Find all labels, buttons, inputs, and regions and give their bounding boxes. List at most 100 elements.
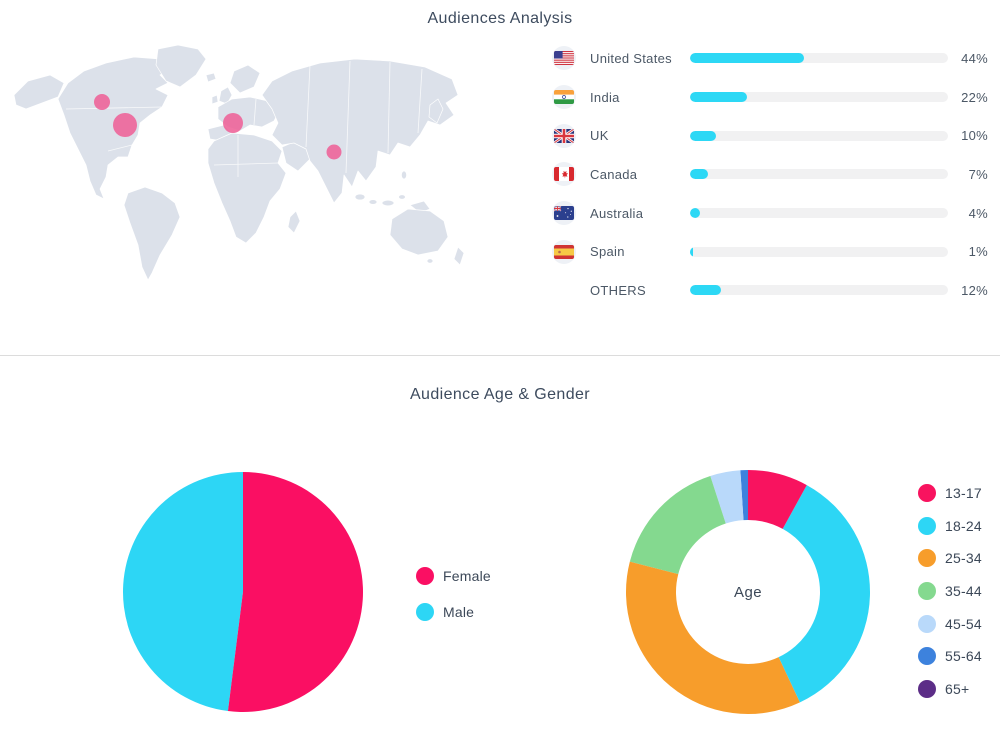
country-percent: 22% [961,89,988,105]
country-row-others: OTHERS 12% [540,271,990,310]
legend-label: 18-24 [945,517,982,534]
legend-label: 35-44 [945,583,982,600]
age-gender-title: Audience Age & Gender [409,386,591,403]
gender-legend: Female Male [416,558,491,630]
age-donut-center-label: Age [734,584,762,601]
country-row-spain: Spain 1% [540,232,990,271]
age-legend-item-35-44[interactable]: 35-44 [918,575,982,608]
country-name: India [590,89,620,105]
country-bar-track [690,53,948,64]
country-percent: 10% [961,128,988,144]
country-bar-fill [690,130,716,141]
age-donut-segment-55-64 [740,470,748,521]
country-bar-track [690,285,948,296]
gender-legend-item-female[interactable]: Female [416,558,491,594]
world-map [13,45,465,281]
country-row-uk: UK 10% [540,116,990,155]
legend-label: Male [443,604,475,620]
legend-label: 25-34 [945,550,982,567]
gender-legend-item-male[interactable]: Male [416,594,491,630]
age-legend-item-25-34[interactable]: 25-34 [918,542,982,575]
flag-in-icon [552,85,576,110]
flag-india-icon [554,90,574,105]
gender-pie-segment-female [227,472,363,712]
age-donut-segment-18-24 [778,485,870,703]
country-bar-fill [690,169,709,180]
country-bar-fill [690,246,693,257]
age-donut-segment-35-44 [629,475,726,575]
age-legend-item-55-64[interactable]: 55-64 [918,640,982,673]
age-legend: 13-17 18-24 25-34 35-44 45-54 55-64 65+ [918,477,982,705]
country-name: Canada [590,166,638,182]
legend-color-dot [918,647,936,666]
country-name: OTHERS [590,282,646,298]
flag-es-icon [552,239,576,264]
country-bar-track [690,92,948,103]
legend-label: 45-54 [945,615,982,632]
age-legend-item-65[interactable]: 65+ [918,673,982,706]
audiences-analysis-section: Audiences Analysis [0,0,1000,356]
legend-label: 55-64 [945,648,982,665]
age-legend-item-13-17[interactable]: 13-17 [918,477,982,510]
gender-pie-chart [123,472,363,712]
map-bubble-western-europe [223,113,243,133]
legend-color-dot [918,614,936,633]
country-row-canada: Canada 7% [540,155,990,194]
country-percent: 1% [968,244,988,260]
country-bar-track [690,208,948,219]
country-percent: 4% [968,205,988,221]
country-bar-track [690,246,948,257]
country-percent: 12% [961,282,988,298]
age-donut-chart: Age [626,470,870,714]
country-bar-track [690,169,948,180]
country-name: Australia [590,205,644,221]
audience-location-bubbles [94,94,342,160]
country-bar-fill [690,53,804,64]
flag-australia-icon [554,206,574,221]
age-donut-segment-45-54 [710,470,744,524]
flag-us-icon [552,46,576,71]
legend-label: 13-17 [945,485,982,502]
flag-canada-icon [554,167,574,182]
legend-label: 65+ [945,680,970,697]
map-bubble-india [326,144,342,160]
country-row-united-states: United States 44% [540,39,990,78]
age-gender-section: Audience Age & Gender Female Male Age 13… [0,356,1000,733]
flag-uk-icon [552,123,576,148]
legend-color-dot [918,582,936,601]
audiences-analysis-title: Audiences Analysis [427,10,573,27]
country-bar-fill [690,285,721,296]
flag-ca-icon [552,162,576,187]
age-legend-item-18-24[interactable]: 18-24 [918,510,982,543]
legend-color-dot [918,549,936,568]
country-bar-fill [690,208,701,219]
country-row-australia: Australia 4% [540,194,990,233]
legend-color-dot [918,679,936,698]
world-map-borders [65,60,423,177]
flag-us-icon [554,51,574,66]
country-bar-track [690,130,948,141]
map-bubble-united-states [113,113,137,137]
flag-uk-icon [554,128,574,143]
map-bubble-canada [94,94,110,110]
legend-label: Female [443,568,491,584]
country-row-india: India 22% [540,78,990,117]
flag-spain-icon [554,244,574,259]
country-percent: 44% [961,50,988,66]
world-map-continents [13,45,465,281]
age-legend-item-45-54[interactable]: 45-54 [918,607,982,640]
country-name: Spain [590,244,625,260]
legend-color-dot [416,603,434,621]
legend-color-dot [918,484,936,503]
country-breakdown-list: United States 44% India 22% UK 10% [540,39,990,310]
gender-pie-segment-male [123,472,243,712]
age-donut-segment-13-17 [748,470,807,529]
age-donut-segment-25-34 [626,561,800,714]
country-name: United States [590,50,672,66]
country-percent: 7% [968,166,988,182]
flag-au-icon [552,201,576,226]
legend-color-dot [416,567,434,585]
legend-color-dot [918,516,936,535]
country-name: UK [590,128,609,144]
